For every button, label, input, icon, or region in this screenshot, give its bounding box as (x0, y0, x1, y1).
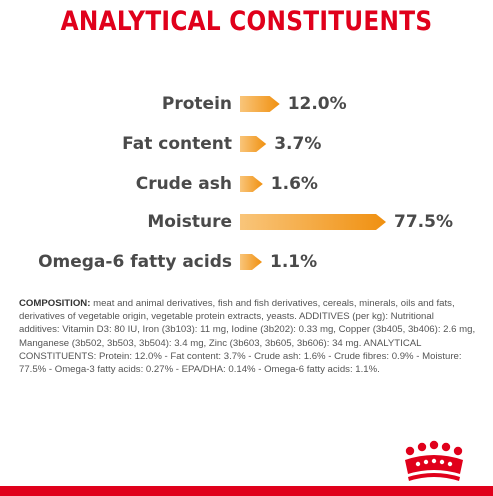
value-label: 3.7% (274, 134, 321, 154)
footer-bar (0, 486, 493, 496)
composition-text: COMPOSITION: meat and animal derivatives… (19, 297, 477, 376)
value-bar (240, 214, 386, 230)
category-label: Protein (162, 94, 232, 114)
composition-heading: COMPOSITION: (19, 298, 91, 309)
value-label: 77.5% (394, 212, 453, 232)
composition-body: meat and animal derivatives, fish and fi… (19, 298, 476, 376)
value-label: 1.6% (271, 174, 318, 194)
value-bar (240, 254, 262, 270)
royal-canin-crown-logo (405, 440, 463, 481)
value-bar (240, 136, 267, 152)
constituents-chart: Protein 12.0% Fat content 3.7% Crude ash 1.6%… (38, 94, 453, 272)
page-title: ANALYTICAL CONSTITUENTS (60, 6, 433, 37)
category-label: Fat content (122, 134, 232, 154)
value-bar (240, 176, 263, 192)
value-label: 12.0% (288, 94, 347, 114)
value-bar (240, 96, 280, 112)
category-label: Moisture (147, 212, 232, 232)
category-label: Crude ash (136, 174, 232, 194)
category-label: Omega-6 fatty acids (38, 252, 232, 272)
value-label: 1.1% (270, 252, 317, 272)
